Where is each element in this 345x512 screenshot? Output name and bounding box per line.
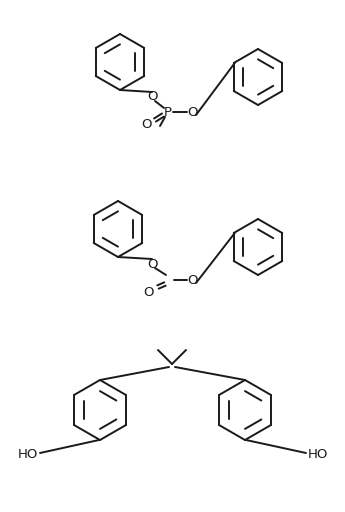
Text: P: P: [164, 105, 172, 118]
Text: O: O: [144, 286, 154, 298]
Text: O: O: [187, 273, 197, 287]
Text: HO: HO: [308, 449, 328, 461]
Text: HO: HO: [18, 449, 38, 461]
Text: O: O: [187, 105, 197, 118]
Text: O: O: [147, 91, 157, 103]
Text: O: O: [147, 258, 157, 270]
Text: O: O: [142, 117, 152, 131]
